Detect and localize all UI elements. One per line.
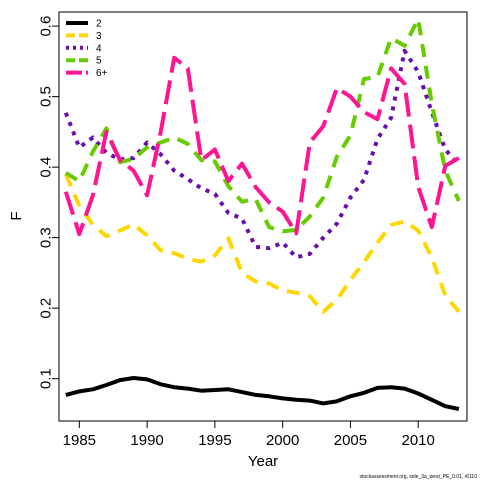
x-axis-title: Year xyxy=(248,453,278,470)
y-axis-title: F xyxy=(8,211,25,220)
series-layer xyxy=(63,17,461,411)
plot-frame xyxy=(58,11,468,422)
y-tick-label: 0.4 xyxy=(38,157,55,178)
series-line-5 xyxy=(64,17,461,234)
y-tick-label: 0.1 xyxy=(38,368,55,389)
legend-label-3: 3 xyxy=(96,31,102,42)
series-line-3 xyxy=(63,173,461,314)
x-tick-label: 1990 xyxy=(130,432,163,449)
footnote: stockassessment.org, sole_3a_west_PE_0.0… xyxy=(360,474,478,480)
x-tick-label: 1985 xyxy=(63,432,96,449)
x-axis: 1985 1990 1995 2000 2005 2010 xyxy=(63,421,435,449)
series-line-6+ xyxy=(63,55,460,237)
y-tick-label: 0.6 xyxy=(38,16,55,37)
x-tick-label: 2010 xyxy=(402,432,435,449)
x-tick-label: 1995 xyxy=(198,432,231,449)
y-tick-label: 0.3 xyxy=(38,227,55,248)
legend-label-6+: 6+ xyxy=(96,68,108,79)
x-tick-label: 2000 xyxy=(266,432,299,449)
legend-label-2: 2 xyxy=(96,19,102,30)
legend-label-4: 4 xyxy=(96,43,102,54)
y-tick-label: 0.5 xyxy=(38,86,55,107)
series-line-4 xyxy=(63,48,461,260)
series-line-2 xyxy=(65,376,460,411)
y-axis: 0.1 0.2 0.3 0.4 0.5 0.6 xyxy=(38,16,59,389)
y-tick-label: 0.2 xyxy=(38,298,55,319)
legend-label-5: 5 xyxy=(96,56,102,67)
legend: 234 56+ xyxy=(66,19,108,79)
x-tick-label: 2005 xyxy=(334,432,367,449)
